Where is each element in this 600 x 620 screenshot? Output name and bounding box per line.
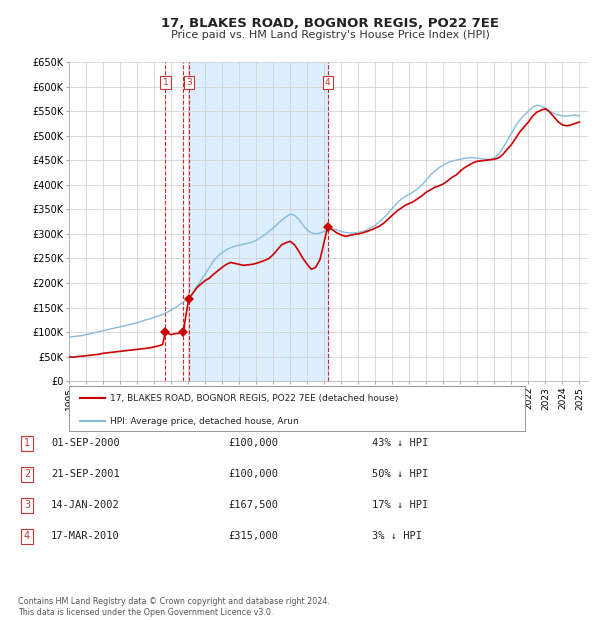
- Text: 17-MAR-2010: 17-MAR-2010: [51, 531, 120, 541]
- Text: HPI: Average price, detached house, Arun: HPI: Average price, detached house, Arun: [110, 417, 299, 425]
- Text: 17, BLAKES ROAD, BOGNOR REGIS, PO22 7EE (detached house): 17, BLAKES ROAD, BOGNOR REGIS, PO22 7EE …: [110, 394, 398, 403]
- Text: 3: 3: [24, 500, 30, 510]
- Bar: [189, 62, 328, 381]
- Text: 1: 1: [24, 438, 30, 448]
- Text: 17% ↓ HPI: 17% ↓ HPI: [372, 500, 428, 510]
- Text: 2: 2: [24, 469, 30, 479]
- Text: 21-SEP-2001: 21-SEP-2001: [51, 469, 120, 479]
- Text: 4: 4: [325, 78, 331, 87]
- Text: Price paid vs. HM Land Registry's House Price Index (HPI): Price paid vs. HM Land Registry's House …: [170, 30, 490, 40]
- Text: 3% ↓ HPI: 3% ↓ HPI: [372, 531, 422, 541]
- Text: £315,000: £315,000: [228, 531, 278, 541]
- Text: Contains HM Land Registry data © Crown copyright and database right 2024.
This d: Contains HM Land Registry data © Crown c…: [18, 598, 330, 617]
- Text: 50% ↓ HPI: 50% ↓ HPI: [372, 469, 428, 479]
- Text: 43% ↓ HPI: 43% ↓ HPI: [372, 438, 428, 448]
- Text: 14-JAN-2002: 14-JAN-2002: [51, 500, 120, 510]
- Text: 1: 1: [163, 78, 169, 87]
- Text: £167,500: £167,500: [228, 500, 278, 510]
- Text: 01-SEP-2000: 01-SEP-2000: [51, 438, 120, 448]
- Text: 3: 3: [186, 78, 191, 87]
- Text: £100,000: £100,000: [228, 438, 278, 448]
- Text: 17, BLAKES ROAD, BOGNOR REGIS, PO22 7EE: 17, BLAKES ROAD, BOGNOR REGIS, PO22 7EE: [161, 17, 499, 30]
- Text: £100,000: £100,000: [228, 469, 278, 479]
- Text: 4: 4: [24, 531, 30, 541]
